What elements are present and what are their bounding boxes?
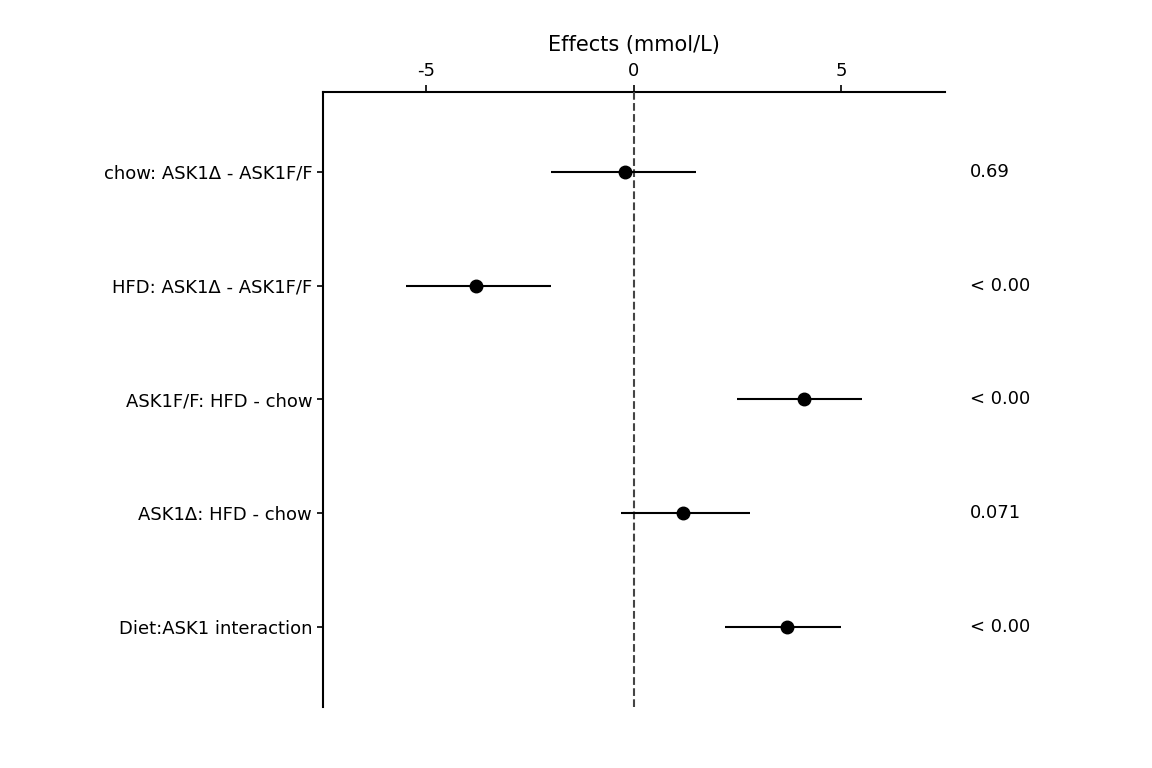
Text: < 0.00: < 0.00 <box>970 390 1030 409</box>
X-axis label: Effects (mmol/L): Effects (mmol/L) <box>547 35 720 55</box>
Text: 0.69: 0.69 <box>970 163 1009 180</box>
Text: 0.071: 0.071 <box>970 504 1021 522</box>
Text: < 0.00: < 0.00 <box>970 276 1030 295</box>
Text: < 0.00: < 0.00 <box>970 618 1030 636</box>
